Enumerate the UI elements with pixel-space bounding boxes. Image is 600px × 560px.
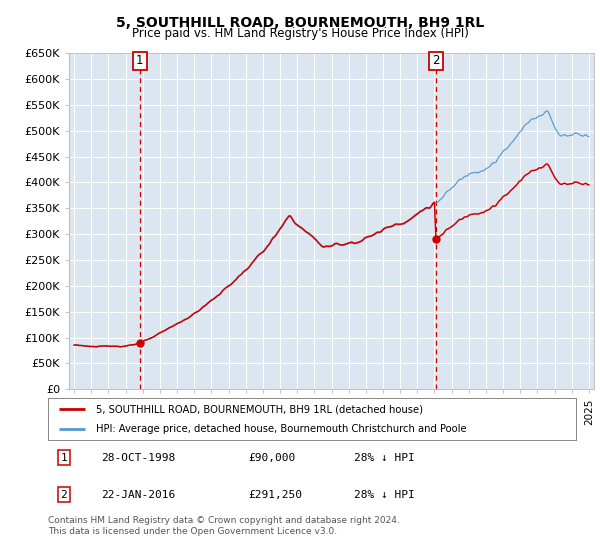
Text: 28-OCT-1998: 28-OCT-1998 (101, 453, 175, 463)
Text: 2: 2 (432, 54, 440, 67)
Text: 5, SOUTHHILL ROAD, BOURNEMOUTH, BH9 1RL (detached house): 5, SOUTHHILL ROAD, BOURNEMOUTH, BH9 1RL … (95, 404, 422, 414)
Text: 5, SOUTHHILL ROAD, BOURNEMOUTH, BH9 1RL: 5, SOUTHHILL ROAD, BOURNEMOUTH, BH9 1RL (116, 16, 484, 30)
Text: 1: 1 (136, 54, 143, 67)
Text: 1: 1 (61, 453, 67, 463)
Text: 2: 2 (61, 490, 67, 500)
Text: £291,250: £291,250 (248, 490, 302, 500)
Text: Contains HM Land Registry data © Crown copyright and database right 2024.
This d: Contains HM Land Registry data © Crown c… (48, 516, 400, 536)
Text: £90,000: £90,000 (248, 453, 296, 463)
Text: Price paid vs. HM Land Registry's House Price Index (HPI): Price paid vs. HM Land Registry's House … (131, 27, 469, 40)
Text: 28% ↓ HPI: 28% ↓ HPI (354, 490, 415, 500)
Text: 28% ↓ HPI: 28% ↓ HPI (354, 453, 415, 463)
Text: HPI: Average price, detached house, Bournemouth Christchurch and Poole: HPI: Average price, detached house, Bour… (95, 424, 466, 434)
Text: 22-JAN-2016: 22-JAN-2016 (101, 490, 175, 500)
